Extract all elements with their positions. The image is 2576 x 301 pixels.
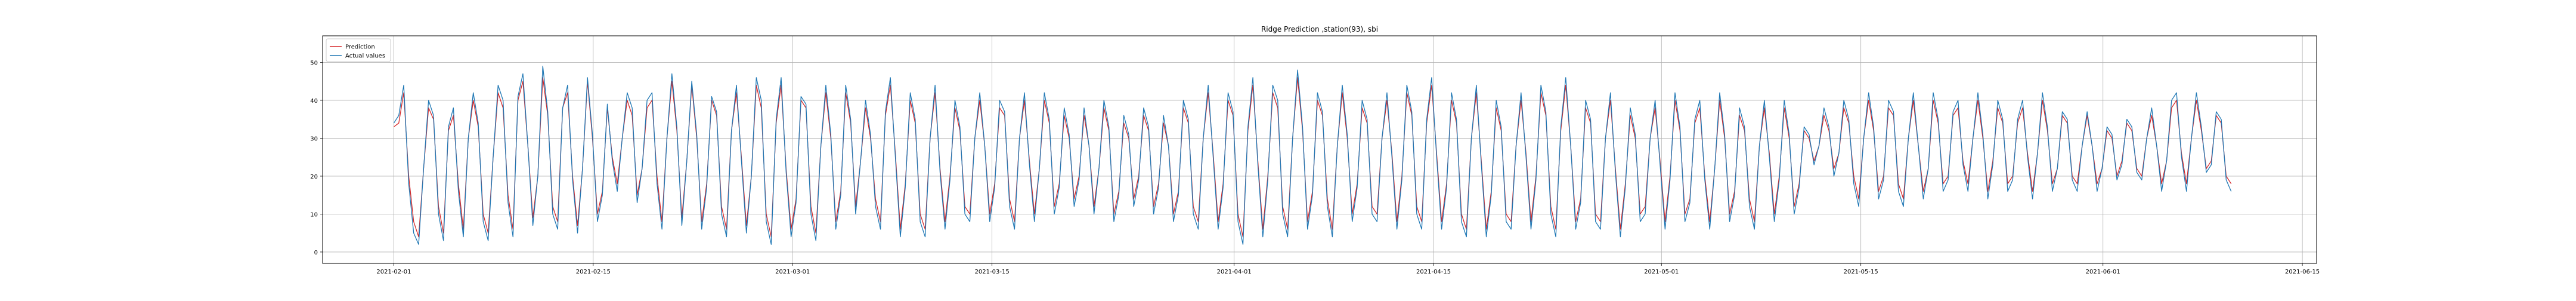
y-tick-label: 50 — [310, 60, 318, 66]
plot-frame — [322, 35, 2317, 264]
legend-box — [326, 38, 391, 62]
x-tick-label: 2021-02-01 — [376, 269, 411, 275]
x-tick-label: 2021-02-15 — [576, 269, 611, 275]
y-tick-label: 20 — [310, 174, 318, 180]
y-tick-label: 10 — [310, 211, 318, 218]
x-tick-label: 2021-05-15 — [1844, 269, 1878, 275]
legend-label: Prediction — [345, 44, 375, 51]
y-tick-label: 40 — [310, 98, 318, 105]
legend: Prediction Actual values — [326, 38, 391, 62]
series-lines — [393, 66, 2232, 245]
x-tick-label: 2021-06-15 — [2285, 269, 2320, 275]
x-tick-label: 2021-03-01 — [775, 269, 810, 275]
y-tick-label: 30 — [310, 136, 318, 142]
x-tick-label: 2021-03-15 — [975, 269, 1010, 275]
y-tick-label: 0 — [314, 250, 318, 256]
x-tick-label: 2021-04-15 — [1416, 269, 1451, 275]
legend-label: Actual values — [345, 53, 385, 60]
chart-title: Ridge Prediction ,station(93), sbi — [1261, 25, 1378, 33]
axis-ticks: 0 10 20 30 40 50 2021-02-01 2021-02-15 2021-03-0… — [310, 60, 2320, 275]
x-tick-label: 2021-06-01 — [2086, 269, 2120, 275]
x-tick-label: 2021-04-01 — [1217, 269, 1252, 275]
grid — [323, 36, 2317, 263]
x-tick-label: 2021-05-01 — [1644, 269, 1679, 275]
series-line-actual-values — [393, 66, 2232, 245]
